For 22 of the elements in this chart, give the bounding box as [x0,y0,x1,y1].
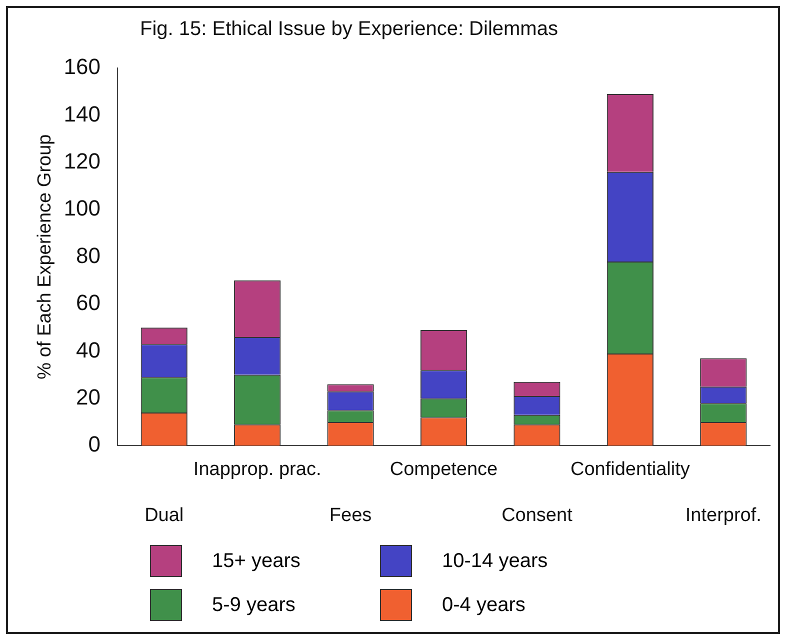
x-tick-label: Inapprop. prac. [193,459,322,480]
x-tick-label: Confidentiality [570,459,690,480]
x-tick-label: Consent [502,504,574,526]
y-axis-title: % of Each Experience Group [34,134,56,380]
x-tick-label: Interprof. [685,504,762,526]
legend-label: 0-4 years [442,594,526,616]
y-tick-label: 20 [76,384,101,410]
y-tick-label: 100 [64,196,101,221]
x-tick-label: Dual [144,504,184,526]
legend-label: 5-9 years [212,594,296,616]
chart-title: Fig. 15: Ethical Issue by Experience: Dilemmas [140,18,558,41]
y-tick-label: 160 [64,54,101,80]
y-tick-label: 140 [64,101,101,126]
y-tick-label: 80 [76,242,101,268]
x-tick-label: Competence [390,459,498,480]
y-tick-label: 40 [76,337,101,362]
legend-label: 15+ years [212,550,300,572]
x-tick-label: Fees [329,504,372,526]
legend-label: 10-14 years [442,550,548,572]
y-tick-label: 60 [76,290,101,316]
y-tick-label: 0 [88,432,101,457]
y-tick-label: 120 [64,148,101,174]
